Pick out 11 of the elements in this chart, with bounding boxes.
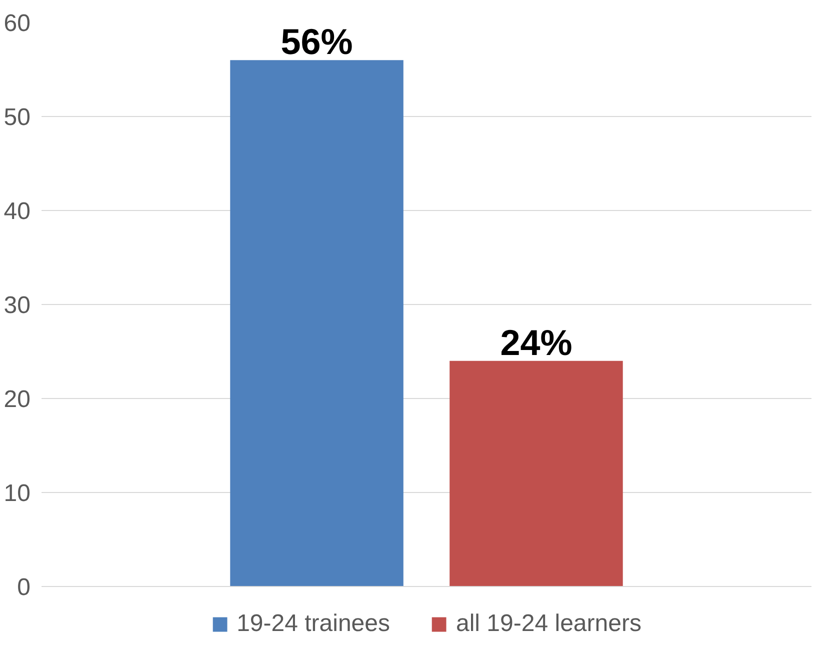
data-label: 56% bbox=[280, 21, 353, 62]
y-tick-label: 40 bbox=[4, 198, 31, 225]
y-tick-label: 30 bbox=[4, 292, 31, 319]
y-tick-label: 10 bbox=[4, 480, 31, 507]
legend-label: 19-24 trainees bbox=[236, 610, 390, 638]
data-label: 24% bbox=[500, 322, 572, 363]
y-tick-label: 50 bbox=[4, 104, 31, 131]
y-tick-label: 0 bbox=[17, 574, 31, 601]
y-tick-label: 60 bbox=[4, 10, 31, 37]
legend-label: all 19-24 learners bbox=[456, 610, 642, 638]
y-tick-label: 20 bbox=[4, 386, 31, 413]
